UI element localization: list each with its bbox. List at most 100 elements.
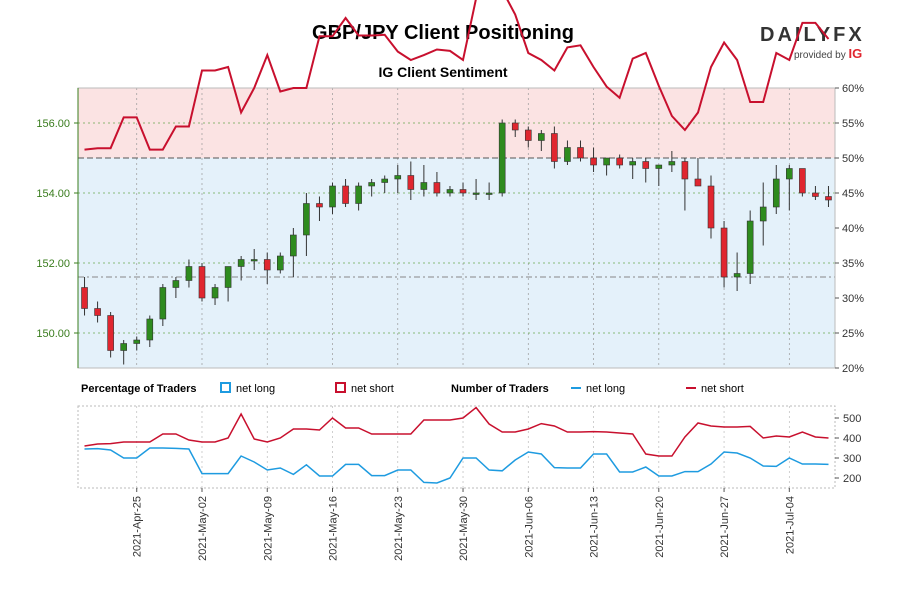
legend-pct-title: Percentage of Traders — [81, 383, 197, 395]
dailyfx-logo: DAILYFX provided by IG — [760, 24, 870, 64]
bearish-candle — [524, 129, 532, 141]
bullish-candle — [420, 182, 428, 190]
bearish-candle — [433, 182, 441, 194]
date-tick-label: 2021-Jun-06 — [523, 496, 535, 558]
traders-tick-label: 500 — [843, 413, 861, 425]
date-axis: 2021-Apr-25 2021-May-02 2021-May-09 2021-Ma… — [132, 488, 796, 561]
bearish-candle — [316, 203, 323, 208]
traders-tick-label: 300 — [843, 453, 861, 465]
logo-subtext: provided by IG — [794, 46, 862, 61]
legend-pct-short-label: net short — [351, 383, 394, 395]
bullish-candle — [146, 318, 154, 341]
bullish-candle — [355, 185, 362, 204]
short-sentiment-zone — [78, 88, 835, 158]
date-tick-label: 2021-Jul-04 — [784, 496, 796, 554]
date-tick-label: 2021-Apr-25 — [132, 496, 144, 557]
bullish-candle — [159, 287, 167, 320]
bullish-candle — [564, 147, 571, 162]
logo-text: DAILYFX — [760, 24, 865, 46]
legend-num-short-label: net short — [701, 383, 744, 395]
bullish-candle — [250, 259, 258, 262]
bearish-candle — [694, 178, 702, 187]
bullish-candle — [772, 178, 780, 208]
bottom-panel-frame — [77, 405, 836, 489]
bullish-candle — [538, 133, 545, 141]
bearish-candle — [459, 189, 467, 194]
bearish-candle — [407, 175, 415, 190]
legend-num-title: Number of Traders — [451, 383, 549, 395]
ig-logo: IG — [848, 46, 863, 61]
bearish-candle — [681, 161, 689, 180]
date-tick-label: 2021-May-02 — [197, 496, 209, 561]
bullish-candle — [485, 192, 493, 195]
bullish-candle — [655, 164, 663, 169]
traders-tick-label: 400 — [843, 433, 861, 445]
bullish-candle — [668, 161, 676, 166]
trader-count-panel: 200 300 400 500 — [77, 405, 861, 489]
bullish-candle — [185, 266, 193, 281]
bearish-candle — [825, 196, 832, 201]
bearish-candle — [511, 122, 519, 131]
date-tick-label: 2021-Jun-27 — [719, 496, 731, 558]
percent-tick-label: 60% — [842, 83, 864, 95]
bullish-candle — [746, 220, 754, 274]
legend-pct-long-swatch — [220, 382, 231, 393]
bullish-candle — [329, 185, 336, 208]
bullish-candle — [733, 273, 741, 278]
bullish-candle — [786, 168, 793, 180]
date-tick-label: 2021-May-09 — [262, 496, 274, 561]
bullish-candle — [133, 339, 141, 344]
bearish-candle — [263, 259, 271, 271]
bearish-candle — [720, 227, 728, 278]
percent-tick-label: 35% — [842, 258, 864, 270]
date-tick-label: 2021-Jun-20 — [654, 496, 666, 558]
date-tick-label: 2021-Jun-13 — [589, 496, 601, 558]
bullish-candle — [290, 234, 297, 257]
date-tick-label: 2021-May-30 — [458, 496, 470, 561]
logo-provided-by: provided by — [794, 50, 846, 61]
legend-pct-short-swatch — [335, 382, 346, 393]
bullish-candle — [368, 182, 375, 187]
price-sentiment-panel: 150.00 152.00 154.00 156.00 20% 25% 30% 35% 40% 4… — [36, 0, 864, 375]
legend-num-long-label: net long — [586, 383, 625, 395]
bearish-candle — [707, 185, 715, 229]
bearish-candle — [590, 157, 597, 166]
percent-tick-label: 25% — [842, 328, 864, 340]
bearish-candle — [799, 168, 806, 194]
traders-net-short-line — [84, 406, 829, 457]
chart-title: GBP/JPY Client Positioning — [312, 22, 574, 44]
bullish-candle — [224, 266, 232, 288]
net-long-percentage-line — [84, 0, 830, 151]
bearish-candle — [577, 147, 584, 159]
bullish-candle — [603, 157, 610, 166]
bearish-candle — [107, 315, 114, 351]
percent-tick-label: 50% — [842, 153, 864, 165]
bullish-candle — [446, 189, 454, 194]
date-tick-label: 2021-May-16 — [328, 496, 340, 561]
bullish-candle — [211, 287, 219, 299]
bullish-candle — [472, 192, 480, 195]
bearish-candle — [551, 133, 558, 162]
chart-subtitle: IG Client Sentiment — [378, 64, 508, 80]
bearish-candle — [81, 287, 88, 309]
legend: Percentage of Traders net long net short… — [81, 382, 744, 395]
bullish-candle — [759, 206, 767, 222]
bullish-candle — [381, 178, 389, 183]
bullish-candle — [394, 175, 402, 180]
price-tick-label: 156.00 — [36, 118, 70, 130]
traders-tick-label: 200 — [843, 473, 861, 485]
bullish-candle — [172, 280, 180, 288]
bearish-candle — [198, 266, 206, 299]
bullish-candle — [498, 122, 506, 194]
bearish-candle — [642, 161, 650, 169]
bearish-candle — [94, 308, 101, 316]
percent-tick-label: 20% — [842, 363, 864, 375]
price-tick-label: 152.00 — [36, 258, 70, 270]
bullish-candle — [277, 255, 284, 271]
date-tick-label: 2021-May-23 — [393, 496, 405, 561]
bullish-candle — [237, 259, 245, 267]
bearish-candle — [342, 185, 349, 204]
price-tick-label: 150.00 — [36, 328, 70, 340]
price-tick-label: 154.00 — [36, 188, 70, 200]
